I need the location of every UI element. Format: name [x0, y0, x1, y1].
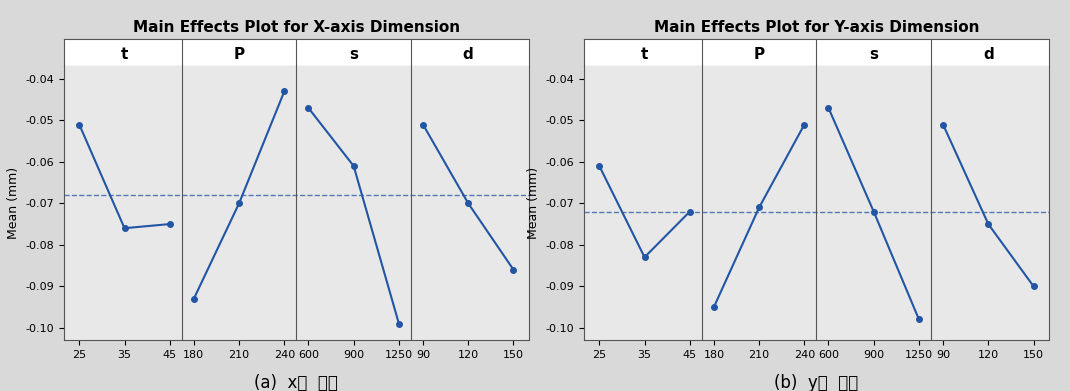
X-axis label: (a)  x축  치수: (a) x축 치수 [255, 374, 338, 391]
Text: t: t [121, 47, 128, 62]
Text: s: s [349, 47, 358, 62]
Text: d: d [463, 47, 474, 62]
Y-axis label: Mean (mm): Mean (mm) [528, 167, 540, 239]
Text: P: P [753, 47, 765, 62]
Text: d: d [983, 47, 994, 62]
Text: P: P [233, 47, 245, 62]
X-axis label: (b)  y축  치수: (b) y축 치수 [775, 374, 858, 391]
Text: s: s [869, 47, 878, 62]
Text: t: t [641, 47, 648, 62]
Title: Main Effects Plot for Y-axis Dimension: Main Effects Plot for Y-axis Dimension [654, 20, 979, 35]
Title: Main Effects Plot for X-axis Dimension: Main Effects Plot for X-axis Dimension [133, 20, 460, 35]
Y-axis label: Mean (mm): Mean (mm) [7, 167, 20, 239]
